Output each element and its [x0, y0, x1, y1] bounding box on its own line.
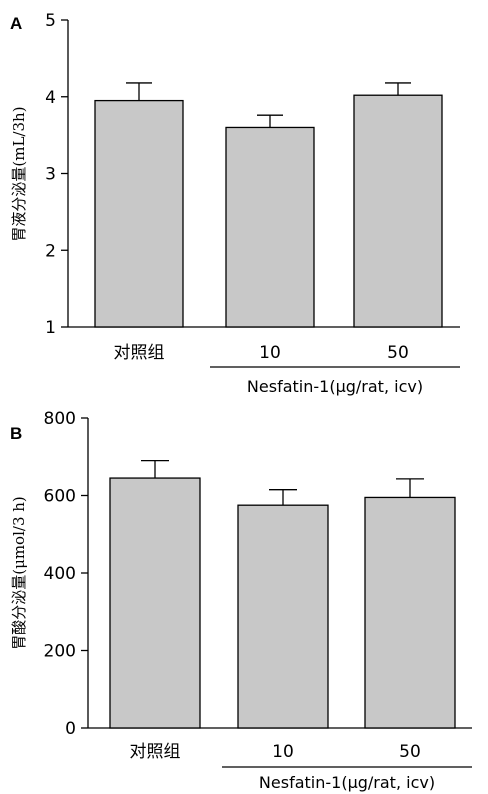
x-tick-label: 50 [387, 343, 409, 363]
y-tick-label: 800 [44, 409, 76, 429]
chart-panel-a: A 1 2 3 4 5 对照组 10 50 Nesfatin-1(μg/rat, icv) 胃液分泌… [10, 11, 460, 396]
y-axis-label: 胃液分泌量(mL/3h) [10, 106, 28, 241]
y-tick-label: 4 [45, 88, 56, 108]
y-tick-label: 200 [44, 642, 76, 662]
y-tick-label: 600 [44, 487, 76, 507]
x-tick-label: 10 [272, 742, 294, 762]
y-tick-label: 400 [44, 564, 76, 584]
y-tick-label: 0 [65, 719, 76, 739]
panel-letter: B [10, 424, 22, 443]
bar [109, 477, 201, 729]
x-tick-label: 50 [399, 742, 421, 762]
y-tick-label: 5 [45, 11, 56, 31]
x-tick-label: 10 [259, 343, 281, 363]
bar [364, 496, 456, 729]
y-tick-label: 2 [45, 241, 56, 261]
chart-panel-b: B 0 200 400 600 800 对照组 10 50 Nesfatin-1(μg/rat, … [10, 409, 472, 792]
bar [353, 94, 443, 328]
bar [225, 126, 315, 328]
x-tick-label: 对照组 [130, 742, 181, 762]
bar [94, 99, 184, 328]
bar [237, 504, 329, 729]
y-tick-label: 1 [45, 318, 56, 338]
x-tick-label: 对照组 [114, 343, 165, 363]
group-label: Nesfatin-1(μg/rat, icv) [247, 377, 423, 396]
y-tick-label: 3 [45, 165, 56, 185]
panel-letter: A [10, 14, 22, 33]
group-label: Nesfatin-1(μg/rat, icv) [259, 773, 435, 792]
y-axis-label: 胃酸分泌量(μmol/3 h) [10, 496, 28, 650]
